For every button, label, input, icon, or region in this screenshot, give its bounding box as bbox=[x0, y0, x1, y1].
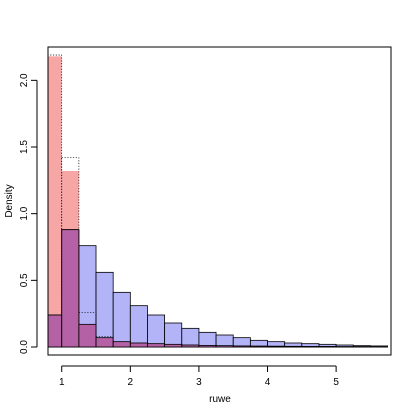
series-2-bar-7 bbox=[164, 322, 183, 348]
overlap-bar-6 bbox=[147, 343, 166, 348]
x-tick-label-4: 5 bbox=[333, 377, 339, 388]
x-tick-label-0: 1 bbox=[59, 377, 65, 388]
overlap-bar-9 bbox=[198, 344, 217, 348]
overlap-bar-3 bbox=[95, 337, 114, 348]
overlap-bar-13 bbox=[267, 345, 286, 348]
series-3-bar-1 bbox=[61, 157, 80, 348]
y-axis-title: Density bbox=[4, 184, 15, 217]
bars-layer bbox=[48, 54, 388, 348]
overlap-bar-4 bbox=[112, 341, 131, 348]
y-tick-label-2: 1.0 bbox=[19, 206, 30, 220]
series-2-bar-3 bbox=[95, 271, 114, 348]
overlap-bar-11 bbox=[232, 345, 251, 348]
series-2-bar-5 bbox=[129, 305, 148, 348]
y-tick-label-1: 0.5 bbox=[19, 273, 30, 287]
overlap-bar-5 bbox=[129, 342, 148, 348]
x-tick-label-1: 2 bbox=[128, 377, 134, 388]
overlap-bar-15 bbox=[301, 346, 320, 348]
overlap-bar-2 bbox=[78, 323, 97, 348]
series-2-bar-6 bbox=[147, 314, 166, 348]
series-2-bar-9 bbox=[198, 331, 217, 348]
series-2-bar-10 bbox=[215, 334, 234, 348]
overlap-bar-8 bbox=[181, 344, 200, 348]
series-1-bar-0 bbox=[48, 56, 62, 347]
x-tick-label-3: 4 bbox=[265, 377, 271, 388]
plot-frame bbox=[47, 46, 392, 356]
x-axis-title: ruwe bbox=[209, 394, 231, 405]
overlap-bar-0 bbox=[48, 314, 63, 348]
y-tick-label-4: 2.0 bbox=[19, 73, 30, 87]
axes-layer: 1 2 3 4 5 0.0 0.5 1.0 1.5 2.0 bbox=[19, 73, 339, 388]
overlap-bar-12 bbox=[249, 345, 268, 348]
series-2-bar-8 bbox=[181, 327, 200, 348]
x-tick-label-2: 3 bbox=[196, 377, 202, 388]
overlap-bar-1 bbox=[61, 229, 80, 348]
series-2-bar-4 bbox=[112, 291, 131, 348]
overlap-bar-7 bbox=[164, 343, 183, 348]
y-tick-label-0: 0.0 bbox=[19, 340, 30, 354]
overlap-bar-14 bbox=[284, 345, 303, 348]
y-tick-label-3: 1.5 bbox=[19, 140, 30, 154]
overlap-bar-16 bbox=[318, 346, 337, 348]
overlap-bar-10 bbox=[215, 345, 234, 348]
